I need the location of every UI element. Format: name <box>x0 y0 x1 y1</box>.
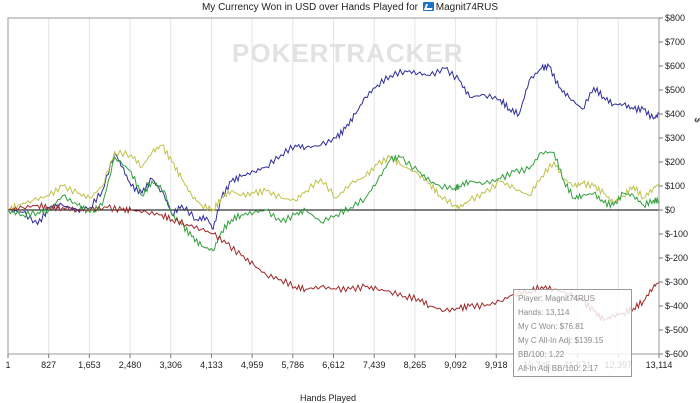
stats-allin: My C All-In Adj: $139.15 <box>518 336 604 345</box>
series-line <box>7 62 660 231</box>
x-tick-label: 8,265 <box>404 360 427 370</box>
x-tick-label: 13,114 <box>646 360 673 370</box>
y-axis-ticks: $800 $700 $600 $500 $400 $300 $200 $100 $0 $-100 $… <box>659 13 688 359</box>
y-axis-label: $ <box>693 117 700 122</box>
y-tick-label: $200 <box>665 157 685 167</box>
x-tick-label: 2,480 <box>119 360 142 370</box>
x-axis-label: Hands Played <box>300 393 357 403</box>
stats-won: My C Won: $76.81 <box>518 322 585 331</box>
y-tick-label: $-500 <box>665 325 688 335</box>
title-player: Magnit74RUS <box>435 2 499 13</box>
pokertracker-watermark: POKERTRACKER <box>232 38 464 68</box>
y-tick-label: $-200 <box>665 253 688 263</box>
y-tick-label: $800 <box>665 13 685 23</box>
y-tick-label: $-400 <box>665 301 688 311</box>
x-tick-label: 3,306 <box>159 360 182 370</box>
y-tick-label: $-300 <box>665 277 688 287</box>
y-tick-label: $0 <box>665 205 675 215</box>
stats-box: Player: Magnit74RUS Hands: 13,114 My C W… <box>513 289 632 377</box>
x-tick-label: 7,439 <box>363 360 386 370</box>
stats-player: Player: Magnit74RUS <box>518 294 595 303</box>
title-prefix: My Currency Won in USD over Hands Played… <box>201 2 418 13</box>
series-line <box>7 144 660 213</box>
x-tick-label: 4,959 <box>241 360 264 370</box>
stats-allin-bb100: All-In Adj BB/100: 2.17 <box>518 364 599 373</box>
x-tick-label: 827 <box>41 360 56 370</box>
x-tick-label: 9,092 <box>444 360 467 370</box>
player-icon <box>422 2 434 11</box>
y-tick-label: $600 <box>665 61 685 71</box>
x-tick-label: 6,612 <box>322 360 345 370</box>
y-tick-label: $100 <box>665 181 685 191</box>
stats-hands: Hands: 13,114 <box>518 308 570 317</box>
x-tick-label: 1,653 <box>78 360 101 370</box>
stats-bb100: BB/100: 1.22 <box>518 350 565 359</box>
x-tick-label: 5,786 <box>282 360 305 370</box>
x-tick-label: 1 <box>5 360 10 370</box>
y-tick-label: $500 <box>665 85 685 95</box>
chart-title: My Currency Won in USD over Hands Played… <box>0 2 700 13</box>
y-tick-label: $-100 <box>665 229 688 239</box>
y-tick-label: $300 <box>665 133 685 143</box>
y-tick-label: $400 <box>665 109 685 119</box>
y-tick-label: $700 <box>665 37 685 47</box>
series-line <box>7 150 660 252</box>
y-tick-label: $-600 <box>665 349 688 359</box>
x-tick-label: 9,918 <box>485 360 508 370</box>
x-tick-label: 4,133 <box>200 360 223 370</box>
